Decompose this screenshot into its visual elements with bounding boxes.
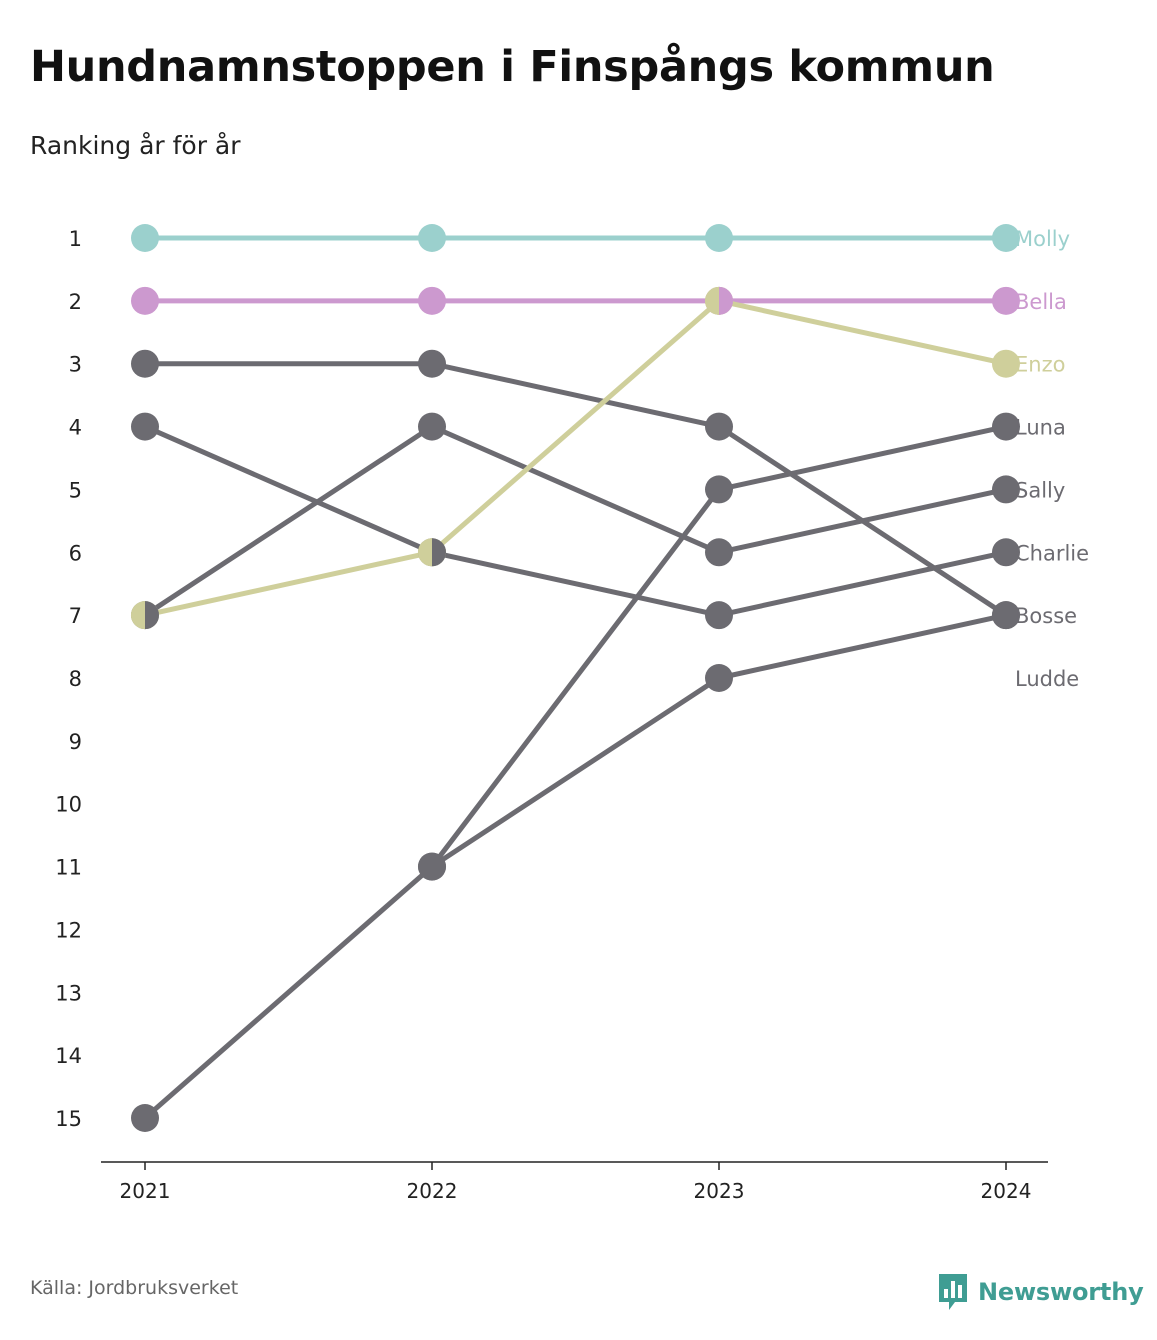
y-tick-label: 10 — [55, 793, 82, 817]
line-enzo — [142, 298, 1009, 618]
y-tick-label: 12 — [55, 918, 82, 942]
source-note: Källa: Jordbruksverket — [30, 1277, 239, 1299]
series-label-enzo: Enzo — [1015, 353, 1065, 377]
point-sally — [992, 475, 1020, 504]
y-tick-label: 11 — [55, 856, 82, 880]
point-bella-half — [719, 286, 733, 315]
series-label-sally: Sally — [1015, 478, 1065, 502]
series-lines — [142, 235, 1009, 1121]
point-luna — [131, 1103, 159, 1132]
series-labels: Luna Sally Charlie Bosse Ludde Molly Bella Enzo — [1015, 227, 1089, 691]
point-enzo-half — [705, 286, 719, 315]
series-label-molly: Molly — [1015, 227, 1070, 251]
point-bosse — [418, 349, 446, 378]
y-tick-label: 6 — [69, 541, 82, 565]
series-points — [131, 224, 1020, 1132]
point-bella — [992, 286, 1020, 315]
y-tick-label: 13 — [55, 981, 82, 1005]
point-ludde — [992, 601, 1020, 630]
point-sally — [705, 538, 733, 567]
x-tick-label: 2023 — [694, 1179, 745, 1203]
series-label-bella: Bella — [1015, 290, 1067, 314]
brand-name: Newsworthy — [978, 1278, 1144, 1306]
point-molly — [131, 224, 159, 252]
x-tick-label: 2024 — [981, 1179, 1032, 1203]
series-label-luna: Luna — [1015, 416, 1066, 440]
x-tick-label: 2022 — [407, 1179, 458, 1203]
x-tick-label: 2021 — [120, 1179, 171, 1203]
point-charlie-half — [432, 538, 446, 567]
y-tick-label: 2 — [69, 290, 82, 314]
series-label-ludde: Ludde — [1015, 667, 1079, 691]
point-ludde — [705, 663, 733, 692]
point-enzo-half — [131, 601, 145, 630]
y-tick-label: 3 — [69, 353, 82, 377]
point-luna — [992, 412, 1020, 441]
point-bella — [418, 286, 446, 315]
point-bosse — [131, 349, 159, 378]
line-bosse — [142, 361, 1009, 618]
point-charlie — [705, 601, 733, 630]
point-bella — [131, 286, 159, 315]
y-tick-label: 15 — [55, 1107, 82, 1131]
point-ludde — [418, 852, 446, 881]
point-charlie — [992, 538, 1020, 567]
point-sally-half — [145, 601, 159, 630]
point-enzo — [992, 349, 1020, 378]
y-tick-label: 14 — [55, 1044, 82, 1068]
point-molly — [992, 224, 1020, 252]
x-axis: 2021 2022 2023 2024 — [101, 1161, 1048, 1203]
point-luna — [705, 475, 733, 504]
y-tick-label: 4 — [69, 416, 82, 440]
point-molly — [705, 224, 733, 252]
point-sally — [418, 412, 446, 441]
point-charlie — [131, 412, 159, 441]
y-tick-label: 5 — [69, 478, 82, 502]
y-tick-label: 7 — [69, 604, 82, 628]
point-bosse — [705, 412, 733, 441]
brand-logo[interactable]: Newsworthy — [937, 1272, 1144, 1312]
point-enzo-half — [418, 538, 432, 567]
point-molly — [418, 224, 446, 252]
y-tick-label: 1 — [69, 227, 82, 251]
series-label-charlie: Charlie — [1015, 541, 1089, 565]
series-label-bosse: Bosse — [1015, 604, 1077, 628]
line-ludde — [429, 612, 1009, 870]
line-luna — [142, 424, 1009, 1121]
y-tick-label: 9 — [69, 730, 82, 754]
chart-subtitle: Ranking år för år — [30, 131, 241, 160]
chart-title: Hundnamnstoppen i Finspångs kommun — [30, 42, 995, 92]
line-charlie — [142, 424, 1009, 618]
y-tick-label: 8 — [69, 667, 82, 691]
newsworthy-logo-icon — [939, 1274, 967, 1310]
